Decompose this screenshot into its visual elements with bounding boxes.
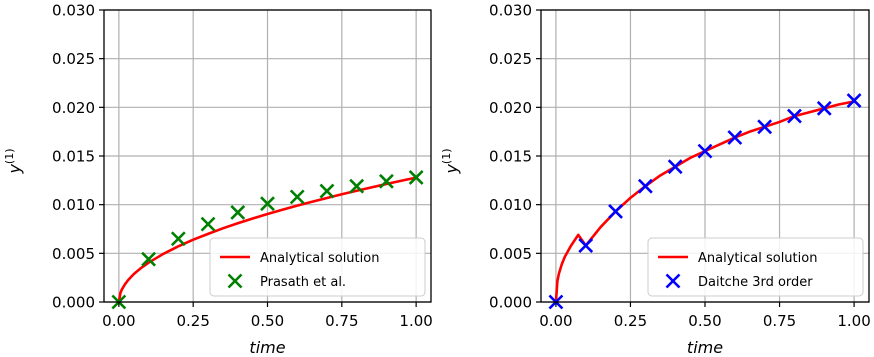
data-point-marker [170, 231, 186, 247]
legend-label: Analytical solution [260, 251, 379, 266]
data-point-marker [408, 169, 424, 185]
data-point-marker [349, 178, 365, 194]
y-axis-label: y(1) [3, 148, 24, 174]
y-tick-label: 0.025 [489, 50, 532, 68]
y-tick-label: 0.010 [52, 196, 95, 214]
series-line-analytical [117, 176, 417, 303]
legend-label: Prasath et al. [260, 275, 346, 290]
data-point-marker [200, 216, 216, 232]
data-point-marker [289, 189, 305, 205]
x-tick-label: 0.75 [763, 312, 796, 330]
legend-box [647, 237, 864, 297]
data-point-marker [816, 100, 832, 116]
data-point-marker [637, 178, 653, 194]
y-tick-label: 0.015 [489, 148, 532, 166]
y-tick-label: 0.015 [52, 148, 95, 166]
legend: Analytical solution Daitche 3rd order [647, 237, 864, 297]
data-point-marker [787, 108, 802, 124]
data-point-marker [846, 93, 862, 108]
data-point-marker [578, 238, 594, 253]
x-tick-label: 0.50 [688, 312, 721, 330]
data-point-marker [260, 196, 275, 212]
y-tick-label: 0.020 [52, 99, 95, 117]
data-point-marker [667, 159, 683, 175]
legend-entry: Analytical solution [220, 251, 379, 266]
x-axis-label: time [249, 338, 285, 357]
plot-area [548, 93, 862, 310]
y-axis-label: y(1) [440, 148, 461, 174]
x-tick-label: 0.00 [102, 312, 135, 330]
x-axis-label: time [687, 338, 723, 357]
data-point-marker [697, 143, 713, 159]
x-tick-label: 1.00 [399, 312, 432, 330]
legend-entry: Daitche 3rd order [665, 273, 813, 290]
data-point-marker [230, 205, 246, 220]
legend-label: Daitche 3rd order [698, 275, 813, 290]
x-tick-label: 0.50 [251, 312, 284, 330]
chart-panel-1: 0.00 0.25 0.50 0.75 1.00 0.000 0.005 0.010 0.015… [3, 2, 433, 357]
y-tick-label: 0.000 [489, 294, 532, 312]
y-tick-label: 0.000 [52, 294, 95, 312]
legend-box [209, 237, 426, 297]
x-tick-label: 0.25 [176, 312, 209, 330]
chart-panel-2: 0.00 0.25 0.50 0.75 1.00 0.000 0.005 0.010 0.015… [440, 2, 871, 357]
y-tick-label: 0.020 [489, 99, 532, 117]
x-tick-label: 0.00 [539, 312, 572, 330]
data-point-marker [141, 251, 157, 267]
data-point-marker [319, 183, 335, 199]
y-tick-label: 0.030 [489, 2, 532, 20]
legend-entry: Prasath et al. [227, 273, 346, 290]
data-point-marker [727, 130, 743, 145]
legend-label: Analytical solution [698, 251, 817, 266]
legend-marker-swatch [227, 273, 243, 289]
x-tick-label: 1.00 [837, 312, 870, 330]
data-point-marker [608, 204, 623, 219]
y-tick-label: 0.030 [52, 2, 95, 20]
legend-entry: Analytical solution [658, 251, 817, 266]
data-point-marker [757, 119, 773, 135]
data-point-marker [378, 173, 394, 189]
legend-marker-swatch [665, 273, 681, 289]
y-tick-label: 0.005 [52, 245, 95, 263]
y-tick-label: 0.010 [489, 196, 532, 214]
legend: Analytical solution Prasath et al. [209, 237, 426, 297]
x-tick-label: 0.75 [325, 312, 358, 330]
y-tick-label: 0.025 [52, 50, 95, 68]
y-tick-label: 0.005 [489, 245, 532, 263]
x-tick-label: 0.25 [614, 312, 647, 330]
